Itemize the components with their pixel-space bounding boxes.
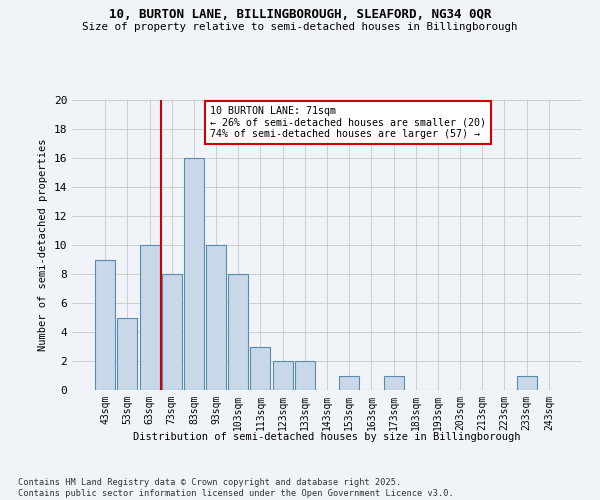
Bar (517, 376, 536, 390)
Bar (118, 318, 137, 390)
Bar (383, 376, 404, 390)
Bar (162, 274, 182, 390)
Bar (228, 274, 248, 390)
Text: Size of property relative to semi-detached houses in Billingborough: Size of property relative to semi-detach… (82, 22, 518, 32)
Bar (95, 260, 115, 390)
Bar (339, 376, 359, 390)
Bar (295, 361, 315, 390)
Text: 10, BURTON LANE, BILLINGBOROUGH, SLEAFORD, NG34 0QR: 10, BURTON LANE, BILLINGBOROUGH, SLEAFOR… (109, 8, 491, 20)
Bar (272, 361, 293, 390)
Text: Distribution of semi-detached houses by size in Billingborough: Distribution of semi-detached houses by … (133, 432, 521, 442)
Text: Contains HM Land Registry data © Crown copyright and database right 2025.
Contai: Contains HM Land Registry data © Crown c… (18, 478, 454, 498)
Text: 10 BURTON LANE: 71sqm
← 26% of semi-detached houses are smaller (20)
74% of semi: 10 BURTON LANE: 71sqm ← 26% of semi-deta… (210, 106, 486, 139)
Bar (250, 346, 271, 390)
Bar (140, 245, 160, 390)
Bar (206, 245, 226, 390)
Y-axis label: Number of semi-detached properties: Number of semi-detached properties (38, 138, 48, 352)
Bar (184, 158, 204, 390)
